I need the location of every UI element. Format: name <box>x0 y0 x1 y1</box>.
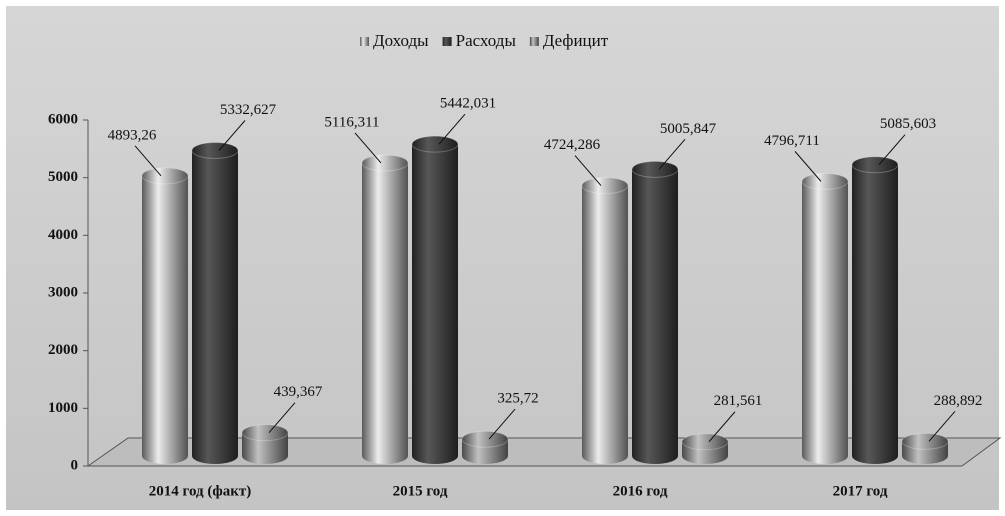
data-label: 5116,311 <box>324 114 379 130</box>
bar-cap <box>461 430 509 448</box>
data-label: 5085,603 <box>880 116 936 132</box>
bar-cap <box>411 135 459 153</box>
leader-line <box>134 145 162 177</box>
legend-label: Расходы <box>456 31 517 50</box>
data-label: 4724,286 <box>544 137 601 153</box>
leader-line <box>438 113 466 145</box>
legend-swatch <box>360 37 369 46</box>
bar-cap <box>901 432 949 450</box>
data-label: 5442,031 <box>440 96 496 112</box>
bar-cap <box>191 141 239 159</box>
y-tick-label: 2000 <box>48 342 78 358</box>
bar <box>802 181 848 457</box>
bar-cap <box>631 160 679 178</box>
legend-swatch <box>529 37 539 46</box>
leader-line <box>928 411 956 442</box>
legend-swatch <box>442 37 452 46</box>
x-tick-label: 2016 год <box>613 483 668 499</box>
y-tick-label: 4000 <box>48 227 78 243</box>
bar <box>362 162 408 456</box>
data-label: 5005,847 <box>660 121 717 137</box>
data-label: 4796,711 <box>764 133 820 149</box>
leader-line <box>794 151 822 182</box>
leader-line <box>268 402 296 433</box>
x-tick-label: 2017 год <box>833 483 888 499</box>
bar <box>632 169 678 457</box>
leader-line <box>708 411 736 443</box>
bar-cap <box>681 433 729 451</box>
y-tick-label: 5000 <box>48 169 78 185</box>
data-label: 5332,627 <box>220 102 277 118</box>
y-tick-label: 1000 <box>48 400 78 416</box>
data-label: 281,561 <box>714 393 763 409</box>
legend-label: Доходы <box>373 31 429 50</box>
floor <box>86 437 1002 467</box>
bar-cap <box>241 424 289 442</box>
data-label: 325,72 <box>497 391 538 407</box>
data-label: 288,892 <box>934 393 983 409</box>
bar <box>192 150 238 457</box>
leader-line <box>488 408 516 440</box>
bar <box>582 185 628 457</box>
legend-label: Дефицит <box>543 31 609 50</box>
leader-line <box>218 120 246 151</box>
leader-line <box>658 139 686 170</box>
bar-cap <box>581 177 629 195</box>
bar <box>852 164 898 456</box>
leader-line <box>878 134 906 166</box>
leader-line <box>354 132 382 164</box>
y-tick-label: 3000 <box>48 284 78 300</box>
y-tick-label: 6000 <box>48 111 78 127</box>
bar-cap <box>361 154 409 172</box>
data-label: 439,367 <box>274 384 323 400</box>
bar-cap <box>851 156 899 174</box>
data-label: 4893,26 <box>108 127 157 143</box>
bar <box>142 175 188 456</box>
bar-cap <box>141 167 189 185</box>
bar <box>412 144 458 456</box>
leader-line <box>574 155 602 186</box>
y-tick-label: 0 <box>71 457 79 473</box>
x-tick-label: 2015 год <box>393 483 448 499</box>
x-tick-label: 2014 год (факт) <box>149 483 251 499</box>
bar-cap <box>801 172 849 190</box>
